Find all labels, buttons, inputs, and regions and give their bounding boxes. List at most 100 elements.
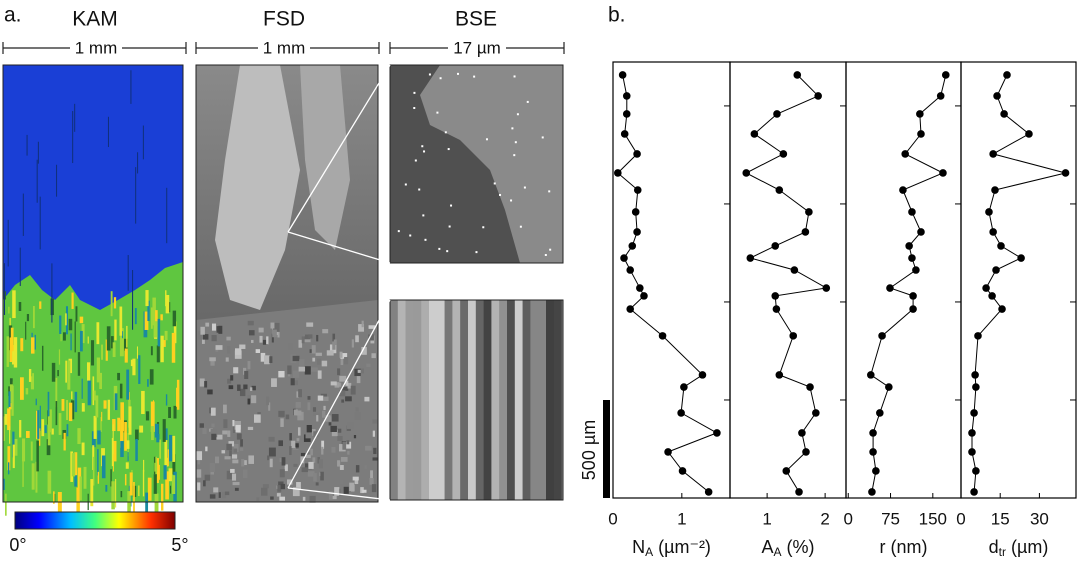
x-axis-label-part: r (nm)	[880, 537, 928, 557]
data-point	[622, 110, 631, 118]
texture	[135, 429, 139, 441]
texture	[107, 116, 109, 148]
texture	[226, 346, 231, 354]
texture	[156, 345, 160, 363]
texture	[258, 327, 264, 333]
texture	[124, 421, 127, 451]
texture	[39, 196, 41, 250]
texture	[117, 372, 121, 381]
data-point	[742, 169, 751, 177]
texture	[328, 491, 333, 500]
texture	[414, 159, 417, 162]
texture	[499, 300, 508, 500]
data-point	[872, 467, 880, 475]
texture	[9, 426, 11, 444]
texture	[127, 255, 129, 291]
texture	[47, 391, 50, 417]
texture	[295, 402, 301, 408]
texture	[321, 360, 328, 367]
profile-line	[870, 74, 947, 492]
texture	[276, 493, 281, 497]
texture	[114, 393, 118, 411]
texture	[271, 378, 277, 387]
data-point	[989, 150, 997, 158]
texture	[330, 425, 337, 432]
data-point	[775, 186, 784, 194]
texture	[222, 430, 228, 435]
data-point	[664, 448, 672, 456]
texture	[332, 341, 336, 350]
data-point	[909, 305, 917, 313]
data-point	[941, 71, 950, 79]
data-point	[789, 332, 798, 340]
texture	[163, 465, 167, 480]
texture	[9, 337, 13, 363]
texture	[345, 396, 352, 402]
texture	[81, 324, 85, 344]
profile-line	[971, 74, 1066, 492]
texture	[121, 419, 124, 449]
texture	[243, 460, 247, 466]
depth-scale-bar	[603, 400, 610, 498]
texture	[279, 496, 286, 501]
scale-label-bg	[70, 38, 122, 58]
data-point	[982, 284, 990, 292]
texture	[133, 481, 135, 513]
texture	[211, 433, 217, 440]
frame	[389, 64, 564, 264]
texture	[544, 253, 547, 256]
data-point	[988, 292, 996, 300]
texture	[79, 476, 82, 501]
texture	[124, 338, 128, 351]
texture	[289, 446, 292, 456]
texture	[9, 317, 11, 327]
texture	[299, 359, 305, 366]
texture	[328, 422, 332, 426]
texture	[79, 316, 84, 324]
data-point	[908, 254, 916, 262]
texture	[295, 443, 299, 448]
texture	[172, 435, 176, 462]
texture	[226, 470, 233, 480]
data-point	[633, 150, 641, 158]
texture	[278, 370, 285, 378]
texture	[31, 463, 35, 490]
texture	[74, 471, 77, 487]
texture	[460, 300, 469, 500]
texture	[68, 402, 73, 422]
texture	[225, 357, 229, 362]
texture	[152, 297, 156, 326]
data-point	[677, 409, 685, 417]
texture	[51, 362, 56, 382]
texture	[35, 461, 38, 493]
texture	[270, 496, 274, 500]
texture	[312, 457, 316, 463]
texture	[234, 348, 242, 355]
colorbar	[14, 511, 176, 530]
texture	[271, 333, 274, 343]
texture	[253, 414, 261, 423]
texture	[67, 360, 71, 390]
texture	[71, 453, 76, 477]
texture	[36, 410, 38, 440]
texture	[358, 324, 365, 332]
texture	[26, 313, 30, 322]
texture	[397, 300, 406, 500]
texture	[339, 390, 346, 397]
texture	[120, 441, 124, 458]
texture	[250, 387, 253, 391]
data-point	[678, 467, 687, 475]
texture	[93, 390, 96, 401]
texture	[28, 369, 32, 382]
texture	[308, 334, 313, 339]
texture	[321, 440, 325, 449]
texture	[221, 450, 226, 454]
texture	[371, 484, 377, 493]
texture	[169, 485, 172, 494]
texture	[119, 328, 124, 357]
texture	[548, 190, 551, 193]
texture	[119, 306, 123, 336]
texture	[125, 462, 129, 469]
x-tick-label: 1	[677, 509, 686, 528]
texture	[224, 491, 230, 496]
